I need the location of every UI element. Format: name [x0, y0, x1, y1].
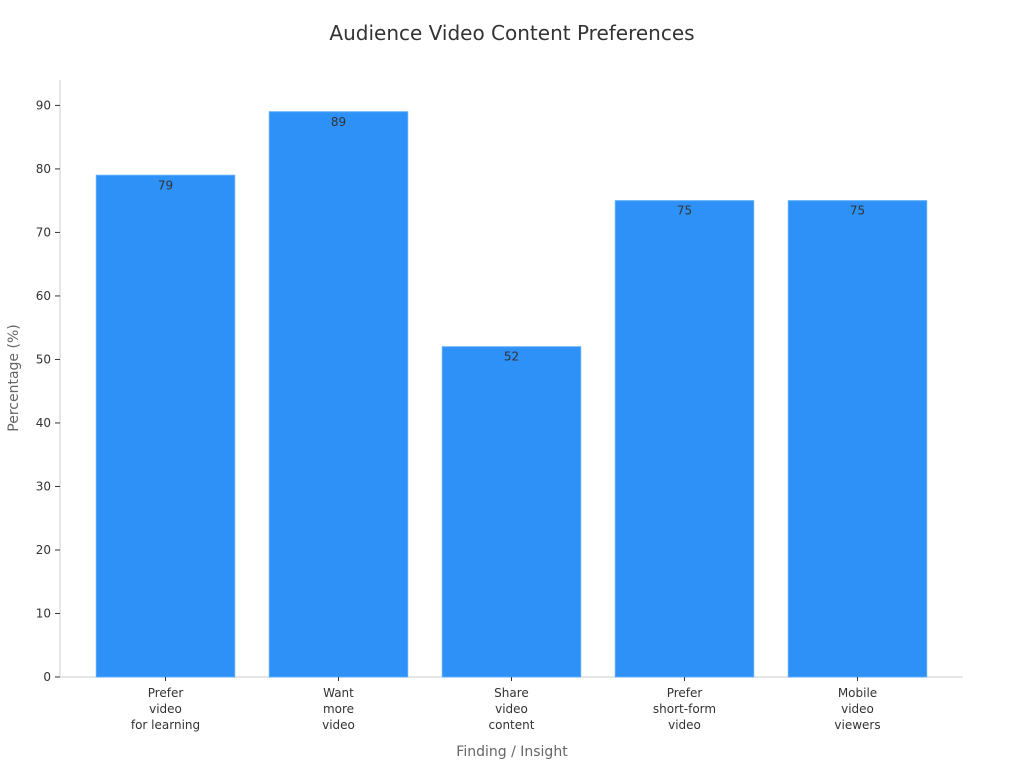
bar-value-label: 75	[850, 204, 865, 218]
x-tick-label-line: Prefer	[148, 686, 184, 700]
x-tick-label-line: viewers	[834, 718, 880, 732]
bar	[268, 111, 409, 678]
y-tick-label: 60	[36, 289, 51, 303]
x-tick-label-line: short-form	[653, 702, 716, 716]
bar	[95, 174, 236, 678]
x-tick-label-line: content	[489, 718, 535, 732]
y-tick-label: 40	[36, 416, 51, 430]
x-tick-label-line: Mobile	[838, 686, 877, 700]
x-tick-label-line: video	[668, 718, 701, 732]
data-labels-group: 79 89 52 75 75	[158, 115, 865, 364]
y-tick-label: 80	[36, 162, 51, 176]
y-axis-ticks: 0 10 20 30 40 50 60 70 80 90	[36, 98, 60, 684]
y-axis-label: Percentage (%)	[6, 324, 22, 431]
y-tick-label: 50	[36, 352, 51, 366]
x-tick-label-line: video	[495, 702, 528, 716]
y-tick-label: 90	[36, 98, 51, 112]
x-tick-label-line: video	[149, 702, 182, 716]
x-tick-label-line: more	[323, 702, 354, 716]
chart-title: Audience Video Content Preferences	[329, 21, 694, 45]
x-tick-label-line: Share	[494, 686, 529, 700]
x-tick-label-line: video	[841, 702, 874, 716]
x-tick-label: Share video content	[489, 686, 535, 732]
y-tick-label: 0	[43, 670, 51, 684]
y-tick-label: 70	[36, 225, 51, 239]
y-tick-label: 10	[36, 606, 51, 620]
x-tick-label-line: video	[322, 718, 355, 732]
bar-value-label: 75	[677, 204, 692, 218]
bar-value-label: 79	[158, 178, 173, 192]
bars-group	[95, 111, 928, 678]
bar-value-label: 89	[331, 115, 346, 129]
x-tick-label-line: Want	[323, 686, 354, 700]
x-tick-label: Want more video	[322, 686, 355, 732]
x-tick-label-line: Prefer	[667, 686, 703, 700]
bar	[614, 200, 755, 678]
bar	[441, 346, 582, 678]
x-axis-label: Finding / Insight	[456, 744, 568, 760]
x-tick-label: Mobile video viewers	[834, 686, 880, 732]
bar-value-label: 52	[504, 350, 519, 364]
x-tick-label-line: for learning	[131, 718, 200, 732]
y-tick-label: 20	[36, 543, 51, 557]
x-tick-label: Prefer short-form video	[653, 686, 716, 732]
x-tick-label: Prefer video for learning	[131, 686, 200, 732]
y-tick-label: 30	[36, 479, 51, 493]
bar	[787, 200, 928, 678]
